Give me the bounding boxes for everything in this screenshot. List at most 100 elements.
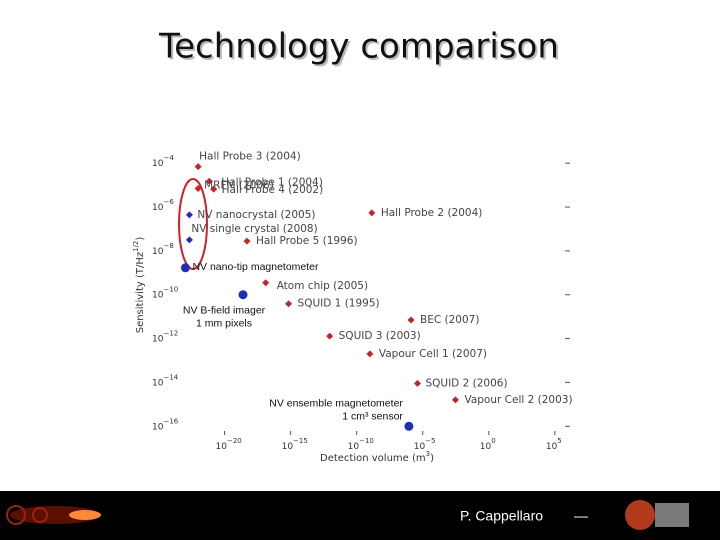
point [262,279,270,287]
slide-title: Technology comparison [158,27,559,67]
x-axis-label-part: Detection volume (m [320,453,426,464]
x-tick-label: 10−5 [414,437,436,452]
point-label: Vapour Cell 1 (2007) [379,348,487,360]
point-label-line: Hall Probe 5 (1996) [256,235,358,247]
point [180,263,190,273]
y-tick-label: 10−8 [152,242,174,256]
point [407,316,415,324]
point [451,396,459,404]
footer-logo-glow [10,506,100,524]
y-tick-exponent: −16 [163,417,178,425]
point-label-line: Hall Probe 2 (2004) [381,207,483,219]
point-label: Hall Probe 1 (2004) [221,176,323,188]
x-tick-exponent: 5 [557,437,561,445]
point-label-line: SQUID 2 (2006) [425,377,507,389]
y-tick-base: 10 [152,378,164,388]
point-label-line: Vapour Cell 2 (2003) [464,394,572,406]
point-label: SQUID 2 (2006) [425,377,507,389]
point [413,379,421,387]
point-label-line: 1 mm pixels [196,318,252,330]
point-label: Vapour Cell 2 (2003) [464,394,572,406]
x-tick-label: 100 [480,437,496,452]
x-tick-exponent: −5 [425,437,435,445]
point [210,185,218,193]
point-label-line: Hall Probe 3 (2004) [199,151,301,163]
point [243,237,251,245]
x-tick-base: 10 [216,442,228,452]
x-tick-base: 10 [414,442,426,452]
y-tick-base: 10 [152,422,164,432]
y-tick-exponent: −8 [163,242,173,250]
y-tick-label: 10−14 [152,373,179,388]
x-tick-exponent: 0 [491,437,495,445]
point-label-line: Vapour Cell 1 (2007) [379,348,487,360]
y-tick-label: 10−4 [152,154,174,169]
point-label: NV B-field imager 1 mm pixels [183,305,266,330]
point-label: MRFM (2006) [204,180,274,192]
point-label-line: Atom chip (2005) [277,280,368,292]
point [285,300,293,308]
y-tick-base: 10 [152,159,164,169]
x-tick-base: 10 [348,442,360,452]
point-label-line: NV B-field imager [183,305,266,317]
footer-author: P. Cappellaro [460,508,543,524]
point [194,185,202,193]
point [238,290,248,300]
point-label-line: NV nano-tip magnetometer [192,261,319,273]
y-axis-label: Sensitivity (T/Hz1/2) [132,237,146,334]
footer-logo-ring [6,505,26,525]
x-tick-exponent: −10 [359,437,374,445]
point-label-line: NV nanocrystal (2005) [197,209,315,221]
y-tick-base: 10 [152,203,164,213]
point-label-line: 1 cm³ sensor [342,410,403,422]
y-tick-exponent: −14 [163,373,178,381]
footer-logo-circle [625,500,655,530]
x-axis-label-part: ) [430,453,434,464]
point [326,332,334,340]
point-label: BEC (2007) [420,314,479,326]
point-label: NV nanocrystal (2005) [197,209,315,221]
y-axis-label-part: 1/2 [132,241,140,252]
point-label: SQUID 3 (2003) [339,330,421,342]
point-label-line: Hall Probe 1 (2004) [221,176,323,188]
point [194,163,202,171]
x-tick-exponent: −15 [293,437,308,445]
y-tick-exponent: −12 [163,330,178,338]
point [366,350,374,358]
x-tick-label: 10−10 [348,437,374,452]
point [185,236,193,244]
footer-logo-ring [32,507,48,523]
y-tick-label: 10−6 [152,198,174,213]
point-label: Hall Probe 2 (2004) [381,207,483,219]
x-tick-base: 10 [282,442,294,452]
x-tick-base: 10 [546,442,558,452]
point [368,209,376,217]
y-tick-exponent: −10 [163,286,178,294]
point-label-line: SQUID 1 (1995) [298,298,380,310]
point-label-line: SQUID 3 (2003) [339,330,421,342]
footer-logo-block [655,503,689,527]
y-tick-label: 10−16 [152,417,179,432]
point [404,421,414,431]
y-tick-label: 10−12 [152,330,178,345]
y-tick-base: 10 [152,246,164,256]
title-shadow: Technology comparison [160,29,561,69]
x-tick-label: 105 [546,437,562,452]
point-label: NV ensemble magnetometer 1 cm³ sensor [269,397,403,422]
y-tick-base: 10 [152,334,164,344]
point-label-line: NV single crystal (2008) [191,223,317,235]
x-axis-label: Detection volume (m3) [320,450,434,464]
footer-mark: — [574,508,588,524]
point [185,211,193,219]
x-axis-label-part: 3 [426,450,430,458]
point-label-line: Hall Probe 4 (2002) [222,184,324,196]
point-label: Atom chip (2005) [277,280,368,292]
x-tick-label: 10−20 [216,437,242,452]
y-tick-label: 10−10 [152,286,178,301]
point-label: Hall Probe 5 (1996) [256,235,358,247]
footer-bar [0,491,720,540]
point-label: Hall Probe 4 (2002) [222,184,324,196]
footer-logo-core [69,510,101,520]
x-tick-base: 10 [480,442,492,452]
